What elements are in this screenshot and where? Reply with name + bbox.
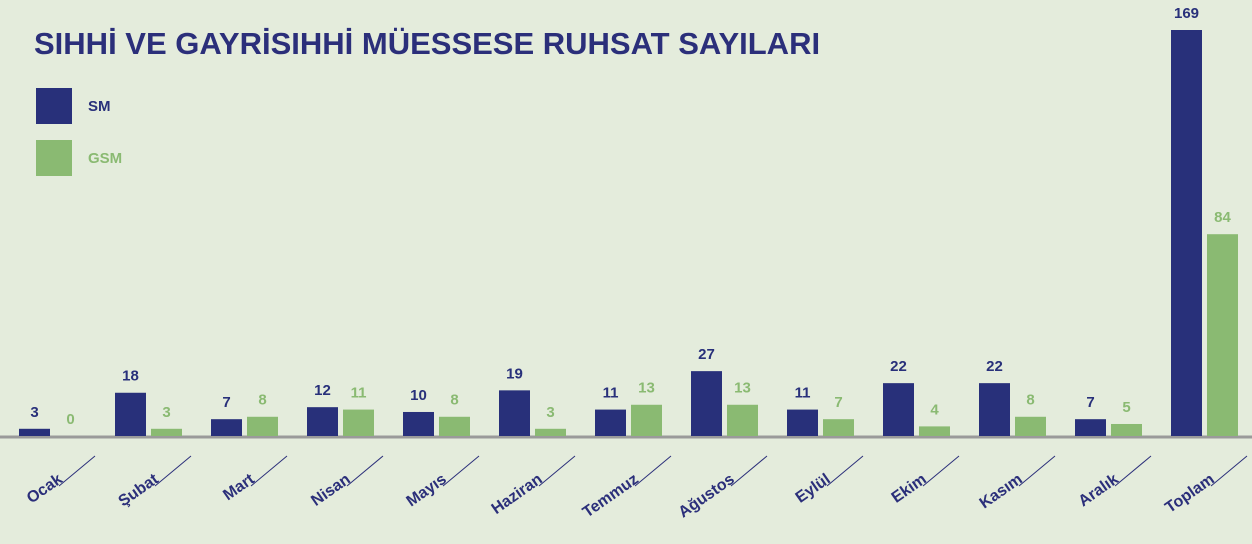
value-label: 10: [410, 387, 427, 404]
value-label: 11: [351, 385, 367, 402]
bar: [247, 416, 278, 436]
bar: [727, 404, 758, 436]
label-slash: [1210, 455, 1248, 487]
label-slash: [730, 455, 768, 487]
bar: [403, 411, 434, 436]
legend-label: SM: [88, 98, 111, 115]
label-slash: [922, 455, 960, 487]
bar: [19, 428, 50, 436]
value-label: 13: [638, 380, 655, 397]
bar: [919, 426, 950, 436]
value-label: 22: [986, 358, 1003, 375]
value-label: 22: [890, 358, 907, 375]
value-label: 11: [795, 385, 811, 402]
value-label: 8: [258, 392, 266, 409]
value-label: 0: [66, 411, 74, 428]
bar: [979, 383, 1010, 436]
bar: [211, 419, 242, 436]
value-label: 4: [930, 401, 939, 418]
legend-swatch: [36, 140, 72, 176]
value-label: 27: [698, 346, 715, 363]
label-slash: [538, 455, 576, 487]
bar: [595, 409, 626, 436]
value-label: 7: [834, 394, 842, 411]
bar: [1207, 234, 1238, 436]
value-label: 18: [122, 368, 139, 385]
label-slash: [442, 455, 480, 487]
bar: [1075, 419, 1106, 436]
legend-label: GSM: [88, 150, 122, 167]
label-slash: [154, 455, 192, 487]
label-slash: [634, 455, 672, 487]
value-label: 3: [162, 404, 170, 421]
bar: [883, 383, 914, 436]
label-slash: [346, 455, 384, 487]
bar: [499, 390, 530, 436]
bar: [1111, 423, 1142, 436]
value-label: 8: [450, 392, 458, 409]
bar: [787, 409, 818, 436]
bar: [343, 409, 374, 436]
bar: [631, 404, 662, 436]
value-label: 169: [1174, 5, 1199, 22]
chart-title: SIHHİ VE GAYRİSIHHİ MÜESSESE RUHSAT SAYI…: [34, 26, 820, 61]
value-label: 8: [1026, 392, 1034, 409]
value-label: 19: [506, 365, 523, 382]
bar: [115, 392, 146, 436]
bar: [307, 407, 338, 436]
bar: [151, 428, 182, 436]
value-label: 7: [222, 394, 230, 411]
value-label: 84: [1214, 209, 1231, 226]
value-label: 11: [603, 385, 619, 402]
value-label: 12: [314, 382, 331, 399]
value-label: 5: [1122, 399, 1130, 416]
value-label: 13: [734, 380, 751, 397]
bar: [691, 371, 722, 436]
bar: [1171, 30, 1202, 436]
label-slash: [1114, 455, 1152, 487]
bar: [823, 419, 854, 436]
value-label: 3: [30, 404, 38, 421]
value-label: 7: [1086, 394, 1094, 411]
label-slash: [58, 455, 96, 487]
label-slash: [250, 455, 288, 487]
bar: [1015, 416, 1046, 436]
value-label: 3: [546, 404, 554, 421]
label-slash: [1018, 455, 1056, 487]
bar: [535, 428, 566, 436]
bar: [439, 416, 470, 436]
label-slash: [826, 455, 864, 487]
legend-swatch: [36, 88, 72, 124]
